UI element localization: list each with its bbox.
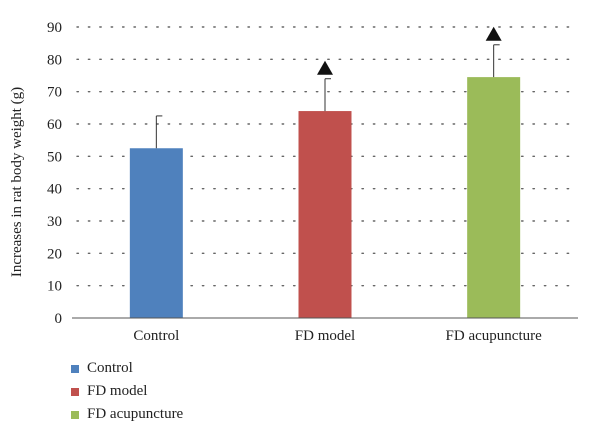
y-axis-ticks: 0 10 20 30 40 50 60 70 80 90 — [47, 20, 62, 327]
legend-item-fd-model: FD model — [71, 380, 183, 403]
bar — [129, 148, 183, 318]
y-tick-label: 80 — [47, 52, 62, 68]
significance-triangle-icon — [317, 60, 333, 75]
y-tick-label: 90 — [47, 20, 62, 36]
legend: Control FD model FD acupuncture — [71, 357, 183, 426]
y-tick-label: 70 — [47, 85, 62, 101]
x-axis-ticks: Control FD model FD acupuncture — [133, 328, 542, 344]
y-tick-label: 20 — [47, 246, 62, 262]
legend-label-fd-acupuncture: FD acupuncture — [87, 406, 184, 422]
y-tick-label: 0 — [55, 311, 63, 327]
legend-swatch-fd-model — [71, 387, 79, 396]
legend-label-fd-model: FD model — [87, 383, 148, 399]
y-axis-label: Increases in rat body weight (g) — [9, 87, 25, 277]
legend-item-fd-acupuncture: FD acupuncture — [71, 403, 183, 426]
bars — [129, 77, 521, 318]
significance-markers — [317, 26, 502, 75]
x-tick-label: FD model — [295, 328, 355, 344]
y-tick-label: 60 — [47, 117, 62, 133]
y-tick-label: 50 — [47, 149, 62, 165]
legend-item-control: Control — [71, 357, 183, 380]
y-tick-label: 30 — [47, 214, 62, 230]
x-tick-label: FD acupuncture — [446, 328, 543, 344]
error-bars — [155, 44, 500, 149]
bar — [298, 111, 352, 318]
y-tick-label: 40 — [47, 182, 62, 198]
y-tick-label: 10 — [47, 279, 62, 295]
legend-label-control: Control — [87, 360, 133, 376]
legend-swatch-fd-acupuncture — [71, 410, 79, 419]
legend-swatch-control — [71, 364, 79, 373]
x-tick-label: Control — [133, 328, 179, 344]
significance-triangle-icon — [485, 26, 502, 41]
bar — [467, 77, 521, 318]
